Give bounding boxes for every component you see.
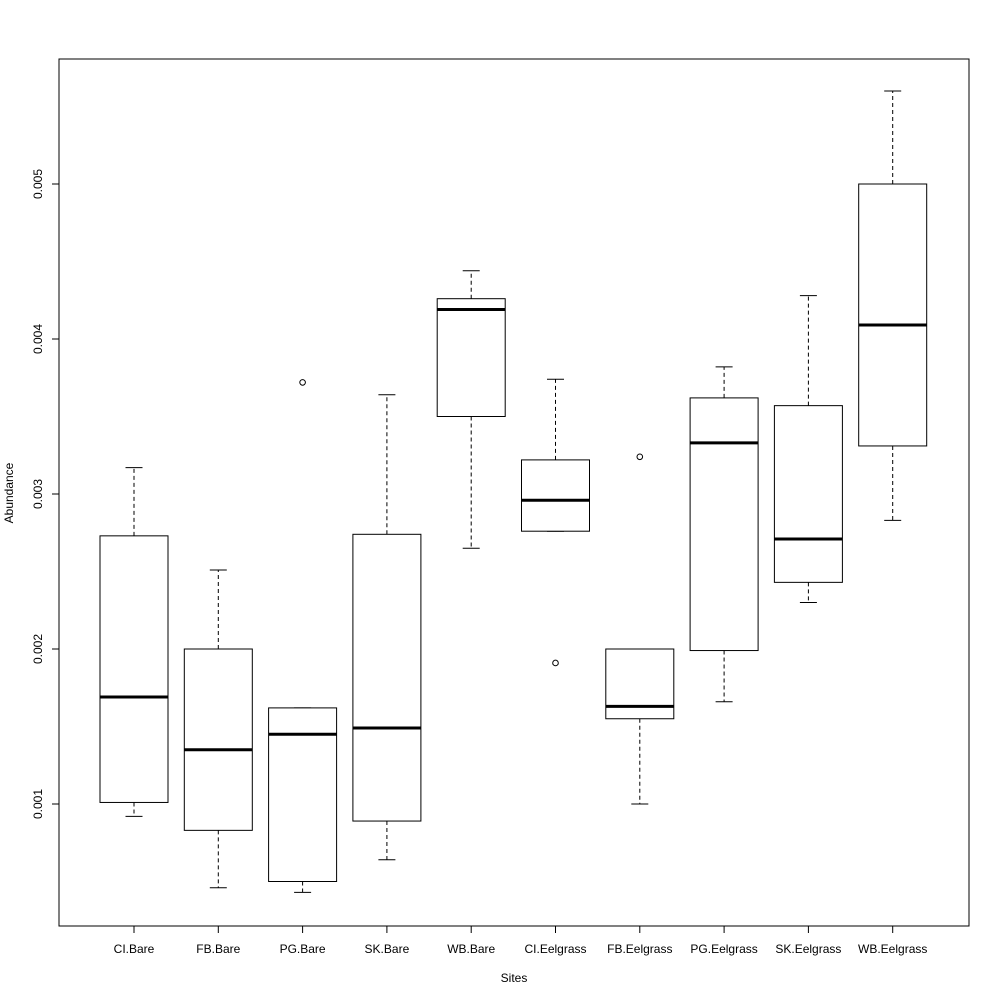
x-tick-label: WB.Bare xyxy=(447,942,495,956)
x-axis: CI.Bare FB.Bare PG.Bare SK.Bare WB.Bare CI.Ee… xyxy=(114,925,927,956)
box-group xyxy=(521,378,590,667)
outlier-point xyxy=(299,379,306,386)
outlier-point xyxy=(636,453,644,461)
box-marks xyxy=(99,90,928,893)
x-tick-label: CI.Bare xyxy=(114,942,155,956)
box-iqr xyxy=(605,648,675,720)
box-group xyxy=(773,295,843,603)
box-iqr xyxy=(521,459,590,532)
box-group xyxy=(689,366,759,703)
x-tick-label: FB.Bare xyxy=(196,942,240,956)
y-tick-label: 0.004 xyxy=(31,324,45,354)
x-tick-label: FB.Eelgrass xyxy=(607,942,672,956)
box-iqr xyxy=(268,707,338,883)
y-tick-label: 0.003 xyxy=(31,479,45,509)
y-tick-label: 0.001 xyxy=(31,789,45,819)
box-iqr xyxy=(183,648,253,831)
y-tick-label: 0.005 xyxy=(31,169,45,199)
x-tick-label: PG.Eelgrass xyxy=(690,942,757,956)
box-group xyxy=(436,270,506,549)
box-group xyxy=(605,453,675,805)
x-tick-label: SK.Eelgrass xyxy=(775,942,841,956)
box-group xyxy=(99,467,169,817)
box-iqr xyxy=(352,533,422,822)
x-tick-label: SK.Bare xyxy=(365,942,410,956)
box-iqr xyxy=(773,405,843,583)
box-iqr xyxy=(436,298,506,418)
box-iqr xyxy=(689,397,759,652)
outlier-point xyxy=(552,659,559,667)
box-iqr xyxy=(858,183,928,447)
y-axis-title: Abundance xyxy=(2,462,16,523)
box-iqr xyxy=(99,535,169,803)
x-axis-title: Sites xyxy=(501,971,528,985)
x-tick-label: WB.Eelgrass xyxy=(858,942,927,956)
y-axis: 0.001 0.002 0.003 0.004 0.005 xyxy=(31,169,60,819)
box-group xyxy=(183,569,253,889)
box-group xyxy=(352,394,422,861)
x-tick-label: PG.Bare xyxy=(280,942,326,956)
box-group xyxy=(858,90,928,521)
x-tick-label: CI.Eelgrass xyxy=(524,942,586,956)
box-group xyxy=(268,379,338,893)
y-tick-label: 0.002 xyxy=(31,634,45,664)
